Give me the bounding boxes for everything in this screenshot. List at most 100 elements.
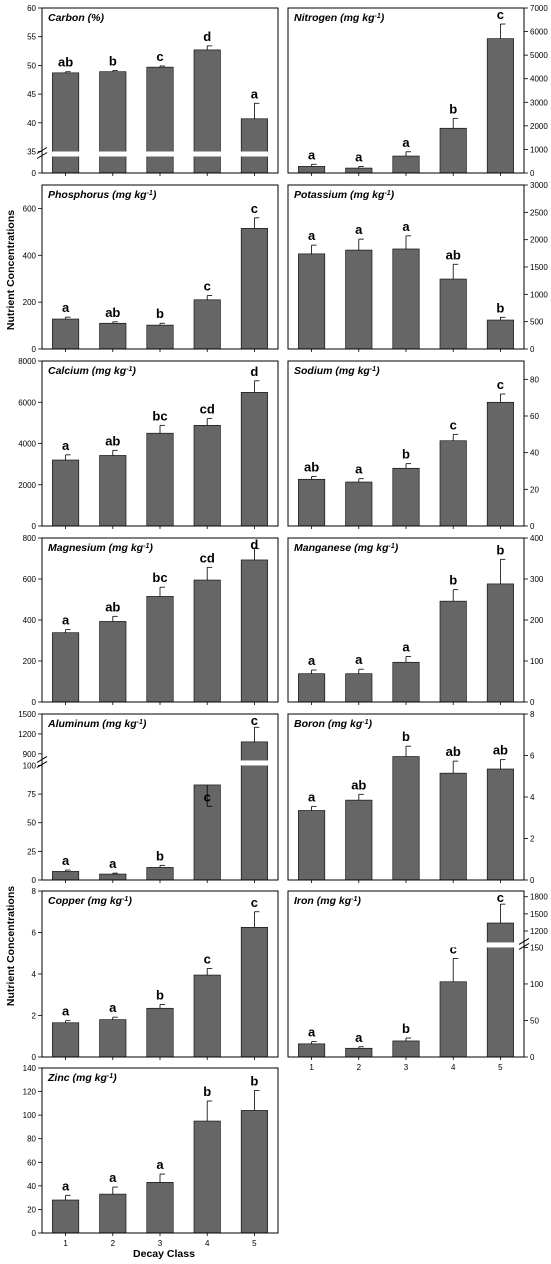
sig-letter-11-1: a (62, 1004, 70, 1019)
ytick-label-2-6: 5000 (530, 51, 548, 60)
sig-letter-4-5: b (496, 300, 504, 315)
sig-letter-6-5: c (497, 377, 504, 392)
bar-2-2 (345, 167, 373, 174)
panel-13: a a a b b 0 20 40 60 80 100 120 140 1 2 3 4 5 Zinc (mg kg-… (23, 1064, 279, 1248)
panel-title-12: Iron (mg kg-1) (294, 895, 361, 907)
ytick-label-9-7: 1200 (18, 730, 36, 739)
bar-13-3 (146, 1182, 174, 1234)
xtick-label-12-4: 4 (451, 1063, 456, 1072)
bar-2-4 (439, 127, 467, 174)
ytick-label-9-8: 1500 (18, 710, 36, 719)
bar-7-4 (193, 579, 221, 703)
ytick-label-12-4: 150 (530, 943, 544, 952)
bar-4-5 (486, 319, 514, 350)
sig-letter-9-1: a (62, 853, 70, 868)
panel-9: a a b c c 0 25 50 75 100 900 1200 1500 Aluminum (mg k… (18, 710, 279, 885)
bar-3-4 (193, 299, 221, 350)
ytick-label-3-4: 600 (23, 204, 37, 213)
ytick-label-7-1: 0 (32, 698, 37, 707)
bar-12-4 (439, 981, 467, 1058)
sig-letter-5-2: ab (105, 433, 120, 448)
ytick-label-2-2: 1000 (530, 145, 548, 154)
ytick-label-1-7: 60 (27, 4, 36, 13)
bar-7-3 (146, 596, 174, 703)
ytick-label-11-4: 6 (32, 929, 37, 938)
panel-title-2: Nitrogen (mg kg-1) (294, 12, 385, 24)
ytick-label-12-7: 1800 (530, 893, 548, 902)
ytick-label-1-5: 50 (27, 61, 36, 70)
panel-title-4: Potassium (mg kg-1) (294, 189, 395, 201)
ytick-label-9-5: 100 (23, 761, 37, 770)
sig-letter-13-5: b (250, 1073, 258, 1088)
ytick-label-1-2: 35 (27, 148, 36, 157)
ytick-label-6-2: 20 (530, 485, 539, 494)
bar-6-1 (298, 478, 326, 527)
bar-13-5 (240, 1110, 268, 1234)
sig-letter-4-3: a (402, 219, 410, 234)
sig-letter-11-5: c (251, 895, 258, 910)
panel-title-1: Carbon (%) (48, 12, 105, 24)
panel-7: a ab bc cd d 0 200 400 600 800 Magnesium (mg kg-1) (23, 534, 279, 707)
ytick-label-8-2: 100 (530, 657, 544, 666)
sig-letter-6-3: b (402, 447, 410, 462)
ytick-label-5-3: 4000 (18, 440, 36, 449)
bar-2-1 (298, 166, 326, 174)
bar-8-3 (392, 661, 420, 703)
ytick-label-7-2: 200 (23, 657, 37, 666)
xtick-label-12-3: 3 (404, 1063, 409, 1072)
ytick-label-11-1: 0 (32, 1053, 37, 1062)
bar-4-4 (439, 278, 467, 350)
ytick-label-13-5: 80 (27, 1135, 36, 1144)
sig-letter-7-4: cd (200, 550, 215, 565)
xtick-label-12-2: 2 (357, 1063, 362, 1072)
ytick-label-10-5: 8 (530, 710, 535, 719)
bar-6-3 (392, 467, 420, 527)
ytick-label-3-3: 400 (23, 251, 37, 260)
sig-letter-12-2: a (355, 1030, 363, 1045)
bar-11-1 (52, 1022, 80, 1058)
xtick-label-13-1: 1 (63, 1239, 68, 1248)
sig-letter-10-4: ab (446, 744, 461, 759)
bar-11-2 (99, 1019, 127, 1058)
xtick-label-13-4: 4 (205, 1239, 210, 1248)
sig-letter-6-4: c (450, 417, 457, 432)
sig-letter-2-5: c (497, 7, 504, 22)
sig-letter-10-3: b (402, 729, 410, 744)
sig-letter-8-4: b (449, 573, 457, 588)
ytick-label-2-4: 3000 (530, 98, 548, 107)
bar-10-4 (439, 772, 467, 881)
xtick-label-13-2: 2 (111, 1239, 116, 1248)
bar-5-5 (240, 392, 268, 527)
y-axis-label-top: Nutrient Concentrations (5, 210, 17, 330)
bar-3-5 (240, 228, 268, 350)
ytick-label-2-5: 4000 (530, 75, 548, 84)
ytick-label-4-6: 2500 (530, 208, 548, 217)
ytick-label-1-1: 0 (32, 169, 37, 178)
panel-title-8: Manganese (mg kg-1) (294, 542, 399, 554)
ytick-label-4-3: 1000 (530, 290, 548, 299)
bar-11-3 (146, 1007, 174, 1058)
panel-title-11: Copper (mg kg-1) (48, 895, 132, 907)
bar-12-1 (298, 1043, 326, 1058)
panel-1: ab b c d a 0 35 40 45 50 55 60 Carbon (%) (27, 4, 279, 178)
ytick-label-13-8: 140 (23, 1064, 37, 1073)
sig-letter-12-4: c (450, 941, 457, 956)
sig-letter-2-4: b (449, 101, 457, 116)
sig-letter-4-1: a (308, 228, 316, 243)
ytick-label-12-5: 1200 (530, 927, 548, 936)
ytick-label-13-7: 120 (23, 1088, 37, 1097)
ytick-label-13-3: 40 (27, 1182, 36, 1191)
ytick-label-11-3: 4 (32, 970, 37, 979)
bar-3-2 (99, 322, 127, 350)
bar-9-3 (146, 867, 174, 881)
sig-letter-11-2: a (109, 1000, 117, 1015)
axis-break-gap-9 (42, 760, 278, 766)
bar-3-1 (52, 318, 80, 350)
sig-letter-12-1: a (308, 1025, 316, 1040)
bar-10-2 (345, 799, 373, 881)
ytick-label-5-4: 6000 (18, 398, 36, 407)
bar-5-1 (52, 459, 80, 527)
ytick-label-13-4: 60 (27, 1158, 36, 1167)
